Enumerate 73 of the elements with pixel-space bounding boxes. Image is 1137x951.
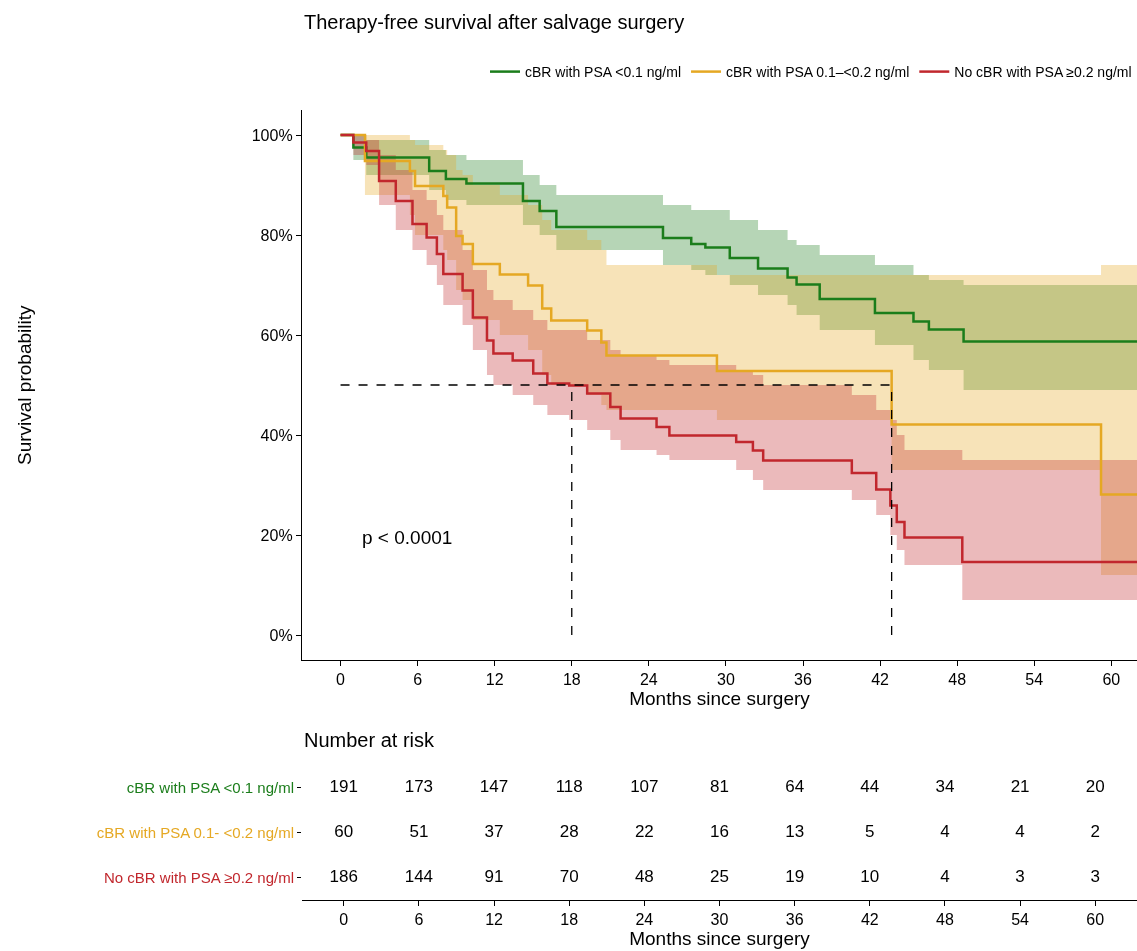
data-label: 107 <box>630 776 659 796</box>
x-tick-label: 0 <box>339 911 349 929</box>
data-label: 60 <box>334 821 354 841</box>
x-tick-label: 12 <box>485 671 504 689</box>
data-label: 16 <box>710 821 729 841</box>
legend-label: No cBR with PSA ≥0.2 ng/ml <box>954 64 1132 81</box>
y-tick-label: 40% <box>260 426 293 444</box>
data-label: 51 <box>409 821 429 841</box>
x-tick-label: 0 <box>336 671 346 689</box>
data-label: 4 <box>940 821 950 841</box>
chart-title: Number at risk <box>304 729 436 751</box>
data-label: 13 <box>785 821 805 841</box>
x-tick-label: 30 <box>710 911 729 929</box>
data-label: 22 <box>634 821 654 841</box>
data-label: 10 <box>860 866 880 886</box>
y-tick-label: 100% <box>251 126 293 144</box>
y-tick-label: 20% <box>260 526 293 544</box>
x-tick-label: 48 <box>948 671 967 689</box>
x-tick-label: 60 <box>1102 671 1121 689</box>
x-tick-label: 18 <box>562 671 581 689</box>
annotation: p < 0.0001 <box>362 527 453 548</box>
data-label: 186 <box>329 866 358 886</box>
data-label: 2 <box>1090 821 1100 841</box>
x-tick-label: 36 <box>785 911 804 929</box>
data-label: 21 <box>1010 776 1030 796</box>
x-tick-label: 42 <box>860 911 879 929</box>
legend-label: cBR with PSA <0.1 ng/ml <box>525 64 682 81</box>
x-tick-label: 36 <box>794 671 812 689</box>
x-tick-label: 30 <box>717 671 735 689</box>
y-tick-label: 80% <box>260 226 293 244</box>
y-tick-label: cBR with PSA <0.1 ng/ml <box>126 778 294 796</box>
data-label: 144 <box>404 866 434 886</box>
data-label: 3 <box>1015 866 1025 886</box>
x-tick-label: 48 <box>936 911 954 929</box>
data-label: 5 <box>865 821 875 841</box>
data-label: 34 <box>935 776 955 796</box>
x-axis-title: Months since surgery <box>629 928 811 950</box>
data-label: 64 <box>785 776 805 796</box>
x-tick-label: 54 <box>1025 671 1044 689</box>
x-tick-label: 54 <box>1011 911 1030 929</box>
data-label: 48 <box>634 866 654 886</box>
x-tick-label: 42 <box>871 671 890 689</box>
data-label: 118 <box>555 776 583 796</box>
x-tick-label: 18 <box>560 911 579 929</box>
x-tick-label: 24 <box>635 911 654 929</box>
data-label: 147 <box>479 776 509 796</box>
data-label: 191 <box>329 776 358 796</box>
data-label: 20 <box>1085 776 1105 796</box>
data-label: 25 <box>710 866 729 886</box>
y-tick-label: 0% <box>269 626 293 644</box>
data-label: 44 <box>860 776 880 796</box>
data-label: 81 <box>710 776 729 796</box>
data-label: 19 <box>785 866 805 886</box>
x-tick-label: 60 <box>1086 911 1105 929</box>
data-label: 4 <box>940 866 950 886</box>
data-label: 91 <box>484 866 504 886</box>
chart-title: Therapy-free survival after salvage surgery <box>304 11 685 33</box>
x-tick-label: 6 <box>414 911 424 929</box>
y-tick-label: No cBR with PSA ≥0.2 ng/ml <box>104 868 294 886</box>
y-tick-label: 60% <box>260 326 293 344</box>
data-label: 173 <box>404 776 434 796</box>
x-tick-label: 6 <box>413 671 423 689</box>
x-tick-label: 12 <box>485 911 504 929</box>
data-label: 28 <box>559 821 579 841</box>
x-axis-title: Months since surgery <box>629 688 811 710</box>
legend-label: cBR with PSA 0.1–<0.2 ng/ml <box>726 64 910 81</box>
data-label: 37 <box>484 821 504 841</box>
x-tick-label: 24 <box>639 671 658 689</box>
y-axis-title: Survival probability <box>14 305 35 465</box>
data-label: 3 <box>1090 866 1100 886</box>
y-tick-label: cBR with PSA 0.1- <0.2 ng/ml <box>96 823 294 841</box>
data-label: 4 <box>1015 821 1025 841</box>
data-label: 70 <box>559 866 579 886</box>
